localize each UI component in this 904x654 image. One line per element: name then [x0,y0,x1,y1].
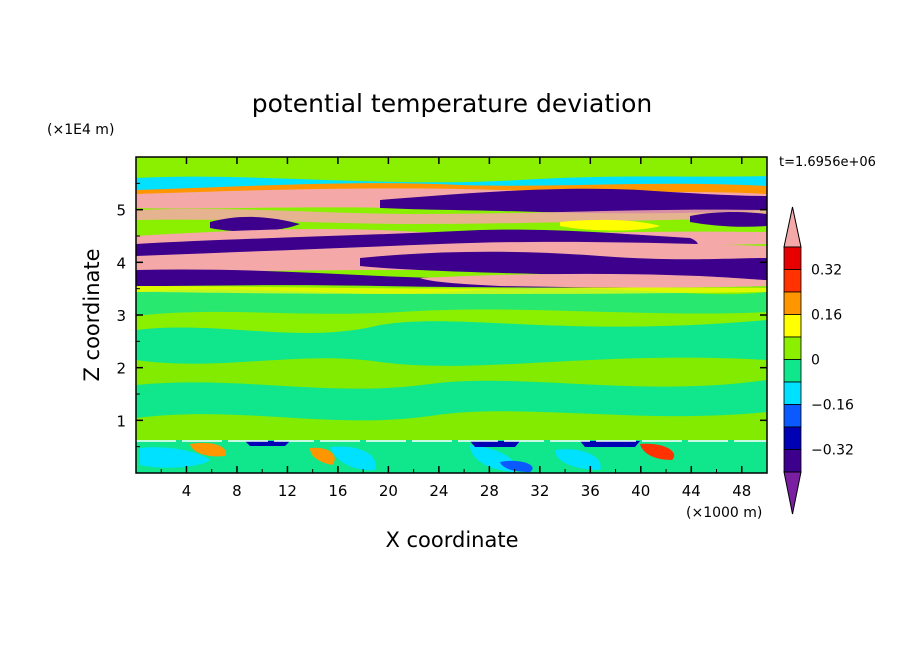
x-axis-label: X coordinate [385,528,518,552]
colorbar-box [783,426,802,450]
y-tick-label: 2 [116,360,126,378]
blue-patch [245,441,290,446]
x-tick-label: 44 [682,482,701,500]
yellow-band [136,286,767,294]
x-tick-label: 8 [232,482,242,500]
colorbar-box [783,359,802,383]
chart-title: potential temperature deviation [252,89,652,118]
colorbar-extend-max [783,206,802,248]
y-tick-label: 3 [116,307,126,325]
x-tick-label: 32 [530,482,549,500]
purple-band [380,188,767,214]
y-tick-label: 1 [116,412,126,430]
colorbar-box [783,246,802,270]
upper-bands [136,176,767,294]
y-unit-label: (×1E4 m) [47,122,114,138]
green-patch [136,287,767,316]
cyan-patch [555,449,601,470]
green-patch [136,380,767,421]
colorbar-label: 0 [811,353,820,369]
cyan-patch [140,447,210,468]
x-tick-label: 36 [581,482,600,500]
x-tick-label: 28 [480,482,499,500]
colorbar-label: 0.32 [811,263,842,279]
purple-band [210,216,300,232]
colorbar-label: −0.32 [811,443,854,459]
orange-patch [310,447,335,465]
y-tick-label: 5 [116,202,126,220]
colorbar-box [783,404,802,428]
x-tick-label: 24 [429,482,448,500]
x-unit-label: (×1000 m) [686,505,762,521]
pink-band [420,273,767,288]
colorbar-extend-min [783,471,802,515]
cyan-patch [330,446,376,471]
colorbar-label: 0.16 [811,308,842,324]
yellow-band [560,219,660,231]
colorbar-box [783,336,802,360]
purple-band [360,251,767,277]
orange-patch [190,442,226,457]
colorbar-box [783,291,802,315]
blue-patch [470,441,520,447]
lower-field [136,287,767,473]
x-tick-label: 12 [278,482,297,500]
green-patch [136,320,767,366]
x-tick-label: 16 [328,482,347,500]
colorbar-box [783,449,802,473]
x-axis: 4 8 12 16 20 24 28 32 36 40 44 48 [160,157,751,500]
colorbar-box [783,314,802,338]
blue-patch [580,441,640,447]
y-axis-label: Z coordinate [80,248,104,381]
purple-band [690,212,767,227]
x-tick-label: 40 [631,482,650,500]
y-tick-label: 4 [116,254,126,272]
colorbar-box [783,381,802,405]
orange-patch [640,443,675,460]
x-tick-label: 20 [379,482,398,500]
colorbar-label: −0.16 [811,398,854,414]
x-tick-label: 4 [182,482,192,500]
blue-patch [500,460,533,472]
time-label: t=1.6956e+06 [779,155,876,170]
colorbar: 0.32 0.16 0 −0.16 −0.32 [783,206,854,515]
x-tick-label: 48 [732,482,751,500]
plot-area [136,157,767,473]
y-axis: 1 2 3 4 5 [116,182,767,448]
colorbar-box [783,269,802,293]
